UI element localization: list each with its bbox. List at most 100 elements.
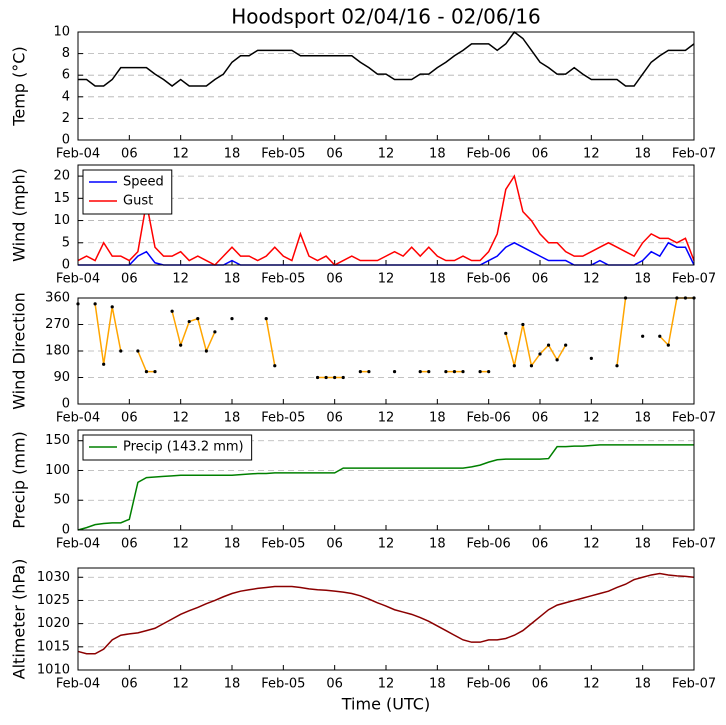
legend-label: Gust: [123, 194, 153, 209]
point: [564, 343, 568, 347]
x-tick-label: Feb-05: [261, 537, 305, 552]
axes-frame: [77, 164, 695, 266]
x-tick-label: Feb-05: [261, 147, 305, 162]
x-tick-label: 06: [326, 677, 343, 692]
x-tick-label: Feb-06: [467, 272, 511, 287]
point: [153, 370, 157, 374]
x-tick-label: 06: [532, 272, 549, 287]
point: [487, 370, 491, 374]
y-tick-label: 360: [45, 291, 70, 306]
y-tick-label: 6: [62, 68, 70, 83]
legend-label: Precip (143.2 mm): [123, 440, 244, 455]
x-tick-label: 12: [172, 677, 189, 692]
x-tick-label: 06: [532, 677, 549, 692]
x-tick-label: 18: [634, 272, 651, 287]
x-tick-label: 18: [224, 147, 241, 162]
x-tick-label: 18: [634, 677, 651, 692]
x-tick-label: 18: [634, 411, 651, 426]
x-tick-label: 12: [583, 411, 600, 426]
point: [273, 364, 277, 368]
point: [641, 334, 645, 338]
x-tick-label: 06: [326, 537, 343, 552]
y-tick-label: 50: [53, 493, 70, 508]
x-tick-label: Feb-06: [467, 537, 511, 552]
axes-frame: [77, 297, 695, 405]
series-line: [77, 444, 694, 531]
y-tick-label: 10: [53, 213, 70, 228]
y-tick-label: 0: [62, 133, 70, 148]
x-tick-label: 18: [224, 272, 241, 287]
axes-frame: [77, 31, 695, 141]
x-tick-label: 12: [378, 147, 395, 162]
series-line: [77, 174, 695, 266]
point: [418, 370, 422, 374]
x-tick-label: 18: [429, 147, 446, 162]
x-tick-label: 06: [532, 147, 549, 162]
x-tick-label: 12: [378, 272, 395, 287]
point: [119, 349, 123, 353]
point: [196, 317, 200, 321]
x-tick-label: 06: [326, 411, 343, 426]
legend-label: Speed: [123, 175, 164, 190]
x-axis-label: Time (UTC): [341, 695, 430, 714]
point: [110, 305, 114, 309]
y-tick-label: 150: [45, 433, 70, 448]
y-tick-label: 10: [53, 25, 70, 40]
y-tick-label: 1025: [37, 593, 70, 608]
x-tick-label: 12: [378, 537, 395, 552]
y-axis-label: Precip (mm): [10, 431, 29, 529]
x-tick-label: 06: [326, 147, 343, 162]
x-tick-label: 12: [378, 677, 395, 692]
x-tick-label: 12: [172, 147, 189, 162]
y-tick-label: 2: [62, 111, 70, 126]
point: [315, 375, 320, 380]
x-tick-label: Feb-05: [261, 411, 305, 426]
x-tick-label: Feb-07: [672, 677, 716, 692]
point: [615, 364, 619, 368]
point: [136, 349, 140, 353]
x-tick-label: Feb-06: [467, 677, 511, 692]
point: [204, 349, 208, 353]
series-line: [77, 572, 695, 655]
x-tick-label: 06: [326, 272, 343, 287]
y-tick-label: 4: [62, 89, 70, 104]
series-line: [94, 297, 694, 379]
point: [367, 370, 371, 374]
point: [333, 375, 337, 380]
x-tick-label: 06: [121, 147, 138, 162]
legend: Precip (143.2 mm): [82, 434, 253, 461]
x-tick-label: 18: [429, 677, 446, 692]
point: [461, 370, 465, 374]
x-tick-label: 12: [583, 147, 600, 162]
x-tick-label: 18: [224, 411, 241, 426]
x-tick-label: 18: [429, 411, 446, 426]
y-axis-label: Wind Direction: [10, 292, 29, 410]
y-tick-label: 1015: [37, 639, 70, 654]
y-tick-label: 1030: [37, 570, 70, 585]
x-tick-label: Feb-05: [261, 272, 305, 287]
y-tick-label: 180: [45, 344, 70, 359]
point: [187, 319, 191, 324]
y-tick-label: 8: [62, 46, 70, 61]
point: [264, 317, 268, 321]
point: [93, 302, 97, 306]
x-tick-label: 12: [172, 411, 189, 426]
point: [170, 309, 174, 313]
x-tick-label: 18: [634, 147, 651, 162]
x-tick-label: Feb-07: [672, 411, 716, 426]
y-tick-label: 0: [62, 523, 70, 538]
x-tick-label: 06: [121, 677, 138, 692]
x-tick-label: Feb-04: [56, 677, 100, 692]
point: [538, 352, 542, 356]
point: [427, 370, 431, 374]
x-tick-label: Feb-06: [467, 411, 511, 426]
x-tick-label: Feb-06: [467, 147, 511, 162]
x-tick-label: Feb-04: [56, 411, 100, 426]
point: [179, 343, 183, 347]
point: [546, 343, 551, 347]
series-line: [78, 30, 695, 87]
point: [230, 317, 234, 321]
y-tick-label: 1020: [37, 616, 70, 631]
point: [504, 331, 508, 335]
